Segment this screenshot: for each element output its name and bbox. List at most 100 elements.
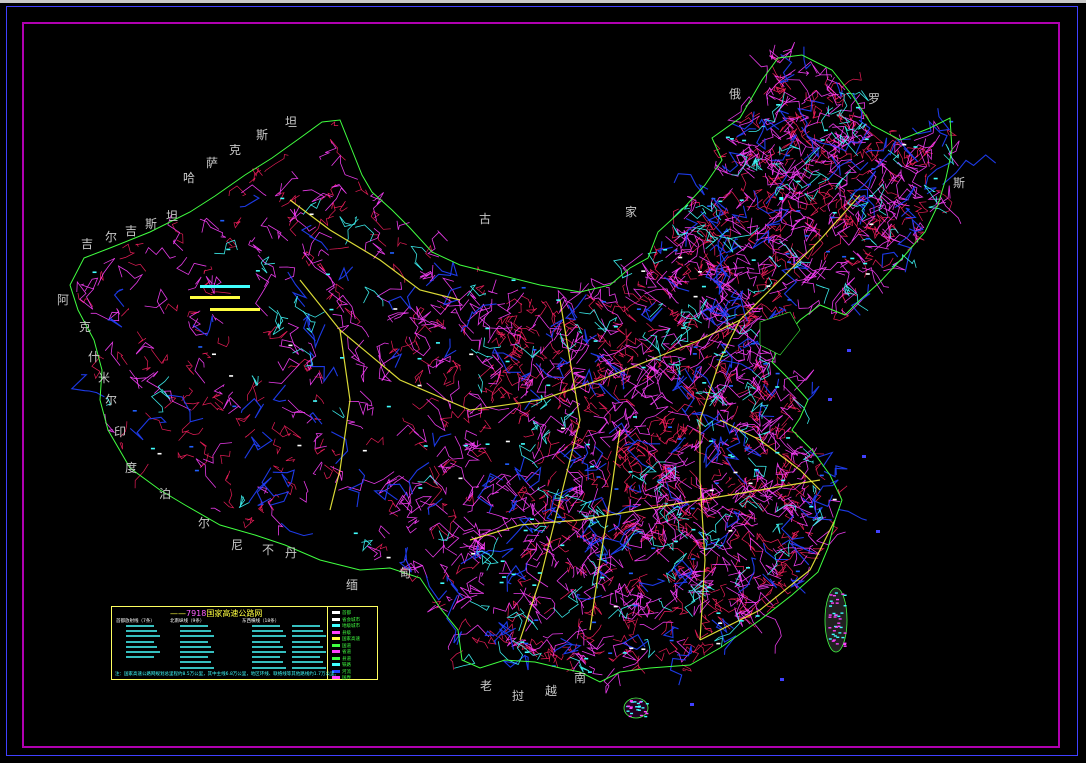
- city-marker: [785, 154, 790, 157]
- county-road: [579, 566, 588, 576]
- provincial-road: [429, 475, 447, 496]
- national-border: [69, 54, 953, 683]
- railway: [560, 332, 577, 350]
- provincial-road: [532, 424, 547, 460]
- provincial-road: [738, 115, 760, 136]
- river: [831, 156, 869, 171]
- provincial-road: [720, 292, 731, 304]
- provincial-road: [769, 44, 793, 61]
- county-road: [799, 552, 819, 559]
- county-road: [226, 237, 238, 249]
- island-marker: [843, 642, 847, 645]
- legend-key-item: 国家高速: [332, 636, 360, 643]
- river: [703, 437, 719, 469]
- legend-route-bar: [180, 651, 214, 653]
- provincial-road: [556, 322, 578, 337]
- railway: [567, 586, 583, 604]
- country-label: 印: [114, 425, 127, 439]
- provincial-road: [627, 592, 652, 617]
- county-road: [775, 457, 787, 475]
- railway: [618, 604, 636, 617]
- provincial-road: [795, 239, 813, 268]
- city-marker: [669, 639, 674, 642]
- provincial-road: [539, 530, 578, 552]
- county-road: [448, 509, 457, 519]
- railway: [712, 384, 727, 405]
- county-road: [851, 169, 871, 180]
- city-marker: [339, 357, 344, 359]
- legend-route-bar: [180, 666, 214, 669]
- county-road: [784, 513, 805, 531]
- provincial-road: [487, 279, 498, 295]
- provincial-road: [728, 571, 751, 608]
- city-marker: [701, 285, 706, 288]
- county-road: [625, 366, 637, 378]
- county-road: [534, 300, 547, 317]
- provincial-road: [396, 220, 410, 230]
- county-road: [862, 142, 879, 162]
- country-label: 不: [262, 543, 275, 557]
- provincial-road: [815, 66, 846, 91]
- city-marker: [716, 612, 721, 615]
- county-road: [766, 596, 779, 613]
- railway: [792, 398, 810, 425]
- county-road: [526, 325, 540, 337]
- river: [715, 621, 737, 655]
- county-road: [657, 469, 675, 480]
- county-road: [811, 232, 824, 257]
- county-road: [686, 263, 697, 280]
- city-marker: [463, 444, 468, 447]
- city-marker: [673, 249, 678, 252]
- river: [924, 161, 952, 195]
- island-marker: [629, 700, 633, 703]
- provincial-road: [571, 370, 586, 391]
- county-road: [178, 427, 204, 441]
- provincial-road: [581, 541, 592, 579]
- provincial-road: [712, 556, 732, 572]
- provincial-road: [761, 418, 773, 432]
- river: [606, 359, 628, 376]
- provincial-road: [830, 153, 839, 162]
- railway: [680, 311, 698, 322]
- county-road: [400, 324, 432, 352]
- provincial-road: [797, 61, 818, 76]
- provincial-road: [614, 588, 634, 603]
- river: [724, 427, 747, 485]
- city-marker: [633, 604, 638, 607]
- provincial-road: [402, 560, 424, 574]
- island-marker: [836, 598, 840, 601]
- island-marker: [828, 638, 832, 640]
- provincial-road: [739, 477, 749, 496]
- county-road: [387, 500, 399, 517]
- river: [667, 559, 694, 585]
- railway: [684, 580, 704, 617]
- region-label-block: [210, 308, 260, 311]
- county-road: [727, 483, 736, 488]
- county-road: [816, 120, 823, 124]
- provincial-road: [743, 509, 756, 538]
- railway: [772, 163, 787, 174]
- provincial-road: [486, 511, 510, 538]
- provincial-road: [787, 183, 841, 201]
- hainan-island: [623, 697, 649, 719]
- county-road: [596, 362, 611, 387]
- river: [129, 416, 167, 441]
- river: [535, 359, 565, 379]
- provincial-road: [528, 638, 556, 653]
- provincial-road: [828, 92, 842, 115]
- provincial-road: [396, 424, 427, 443]
- provincial-road: [726, 586, 753, 618]
- county-road: [744, 443, 753, 452]
- provincial-road: [735, 375, 757, 386]
- legend-col1-head: 首都放射线（7条）: [116, 619, 155, 624]
- national-highway: [299, 279, 741, 411]
- river: [674, 370, 689, 400]
- national-highway: [519, 299, 581, 641]
- legend-route-bar: [292, 640, 320, 643]
- railway: [680, 308, 702, 324]
- county-road: [224, 470, 232, 486]
- railway: [560, 411, 575, 428]
- county-road: [722, 226, 731, 244]
- county-road: [739, 115, 760, 129]
